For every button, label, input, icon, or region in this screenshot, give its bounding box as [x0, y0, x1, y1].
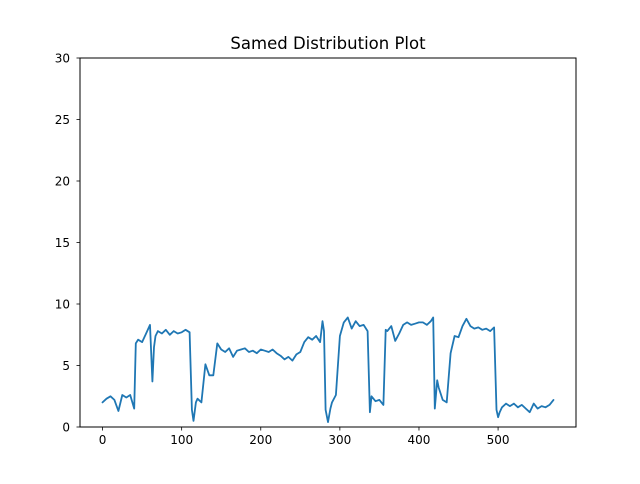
x-tick-label: 500: [487, 433, 510, 447]
y-tick-label: 0: [62, 421, 70, 435]
x-tick-label: 300: [328, 433, 351, 447]
chart-title: Samed Distribution Plot: [230, 34, 426, 53]
y-tick-label: 25: [55, 113, 70, 127]
series-line: [101, 316, 555, 423]
x-tick-label: 100: [170, 433, 193, 447]
y-tick-label: 15: [55, 236, 70, 250]
y-tick-label: 20: [55, 175, 70, 189]
y-tick-label: 10: [55, 298, 70, 312]
y-tick-label: 5: [62, 359, 70, 373]
x-tick-label: 400: [408, 433, 431, 447]
x-tick-label: 200: [249, 433, 272, 447]
y-axis: 0 5 10 15 20 25 30: [55, 52, 80, 435]
x-axis: 0 100 200 300 400 500: [99, 427, 510, 447]
y-tick-label: 30: [55, 52, 70, 66]
x-tick-label: 0: [99, 433, 107, 447]
